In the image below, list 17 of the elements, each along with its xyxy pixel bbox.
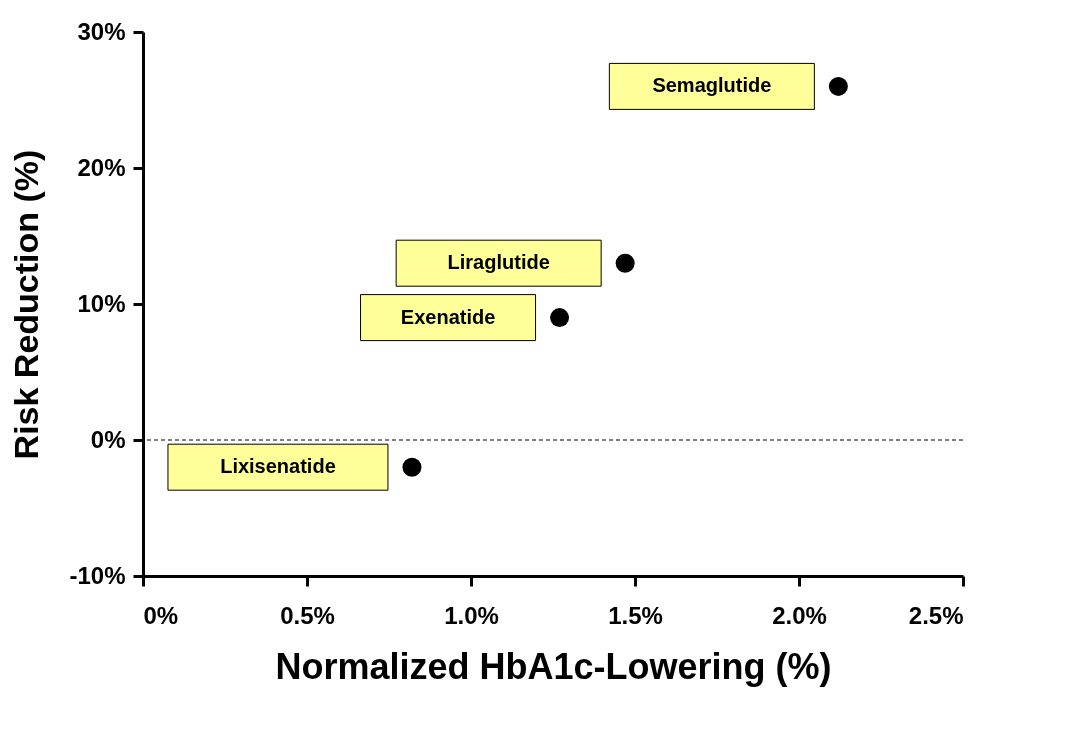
x-tick-label: 1.0% (444, 601, 499, 629)
x-tick-label: 0% (143, 601, 179, 629)
y-axis-title: Risk Reduction (%) (7, 149, 46, 460)
y-tick-label: 10% (77, 289, 126, 317)
annotation: Lixisenatide (220, 455, 336, 478)
y-tick-label: 30% (77, 17, 126, 45)
annotation: Exenatide (400, 305, 496, 328)
x-axis-title: Normalized HbA1c-Lowering (%) (275, 645, 832, 687)
x-tick-label: 0.5% (280, 601, 335, 629)
y-tick-label: -10% (69, 561, 126, 589)
annotation: Semaglutide (652, 74, 772, 97)
x-tick-label: 2.5% (908, 601, 964, 629)
x-tick-label: 1.5% (608, 601, 663, 629)
y-tick-label: 0% (90, 425, 126, 453)
annotation: Liraglutide (447, 251, 550, 274)
y-tick-label: 20% (77, 153, 126, 181)
x-tick-label: 2.0% (772, 601, 827, 629)
